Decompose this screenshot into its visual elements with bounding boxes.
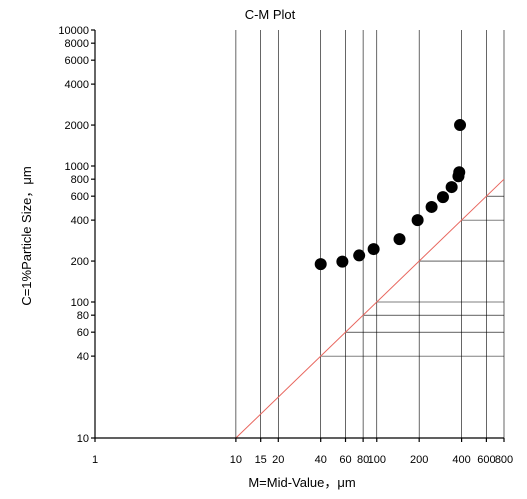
y-tick-label-6000: 6000	[65, 55, 89, 67]
x-axis-label: M=Mid-Value，μm	[248, 475, 355, 490]
data-point-12	[454, 119, 467, 132]
y-tick-label-400: 400	[71, 215, 89, 227]
data-point-9	[445, 181, 458, 194]
chart-title: C-M Plot	[245, 7, 296, 22]
y-tick-label-600: 600	[71, 191, 89, 203]
data-points	[314, 119, 467, 271]
data-point-2	[336, 255, 349, 268]
x-tick-label-800: 800	[495, 454, 513, 466]
y-tick-label-800: 800	[71, 174, 89, 186]
x-tick-label-40: 40	[315, 454, 327, 466]
gridlines	[235, 30, 505, 438]
x-tick-label-80: 80	[357, 454, 369, 466]
axes	[94, 30, 504, 439]
data-point-3	[353, 249, 366, 262]
y-tick-label-1000: 1000	[65, 161, 89, 173]
reference-line	[235, 178, 505, 439]
y-tick-label-2000: 2000	[65, 120, 89, 132]
data-point-8	[436, 191, 449, 204]
y-tick-label-200: 200	[71, 256, 89, 268]
x-tick-label-200: 200	[410, 454, 428, 466]
y-tick-label-40: 40	[77, 351, 89, 363]
x-tick-label-20: 20	[272, 454, 284, 466]
y-tick-label-80: 80	[77, 310, 89, 322]
x-tick-label-60: 60	[339, 454, 351, 466]
data-point-1	[314, 258, 327, 271]
data-point-7	[425, 200, 438, 213]
data-point-6	[411, 214, 424, 227]
data-point-5	[393, 233, 406, 246]
x-tick-label-15: 15	[255, 454, 267, 466]
y-tick-label-10000: 10000	[58, 25, 89, 37]
y-axis-label: C=1%Particle Size，μm	[19, 166, 34, 305]
data-point-4	[367, 243, 380, 256]
data-point-11	[453, 166, 466, 179]
y-tick-label-8000: 8000	[65, 38, 89, 50]
y-tick-label-100: 100	[71, 297, 89, 309]
y-tick-label-10: 10	[77, 433, 89, 445]
x-tick-label-10: 10	[230, 454, 242, 466]
x-tick-label-100: 100	[368, 454, 386, 466]
x-tick-label-400: 400	[452, 454, 470, 466]
y-tick-label-60: 60	[77, 327, 89, 339]
y-tick-label-4000: 4000	[65, 79, 89, 91]
x-tick-label-1: 1	[92, 454, 98, 466]
x-tick-label-600: 600	[477, 454, 495, 466]
reference-line-layer	[235, 178, 505, 439]
